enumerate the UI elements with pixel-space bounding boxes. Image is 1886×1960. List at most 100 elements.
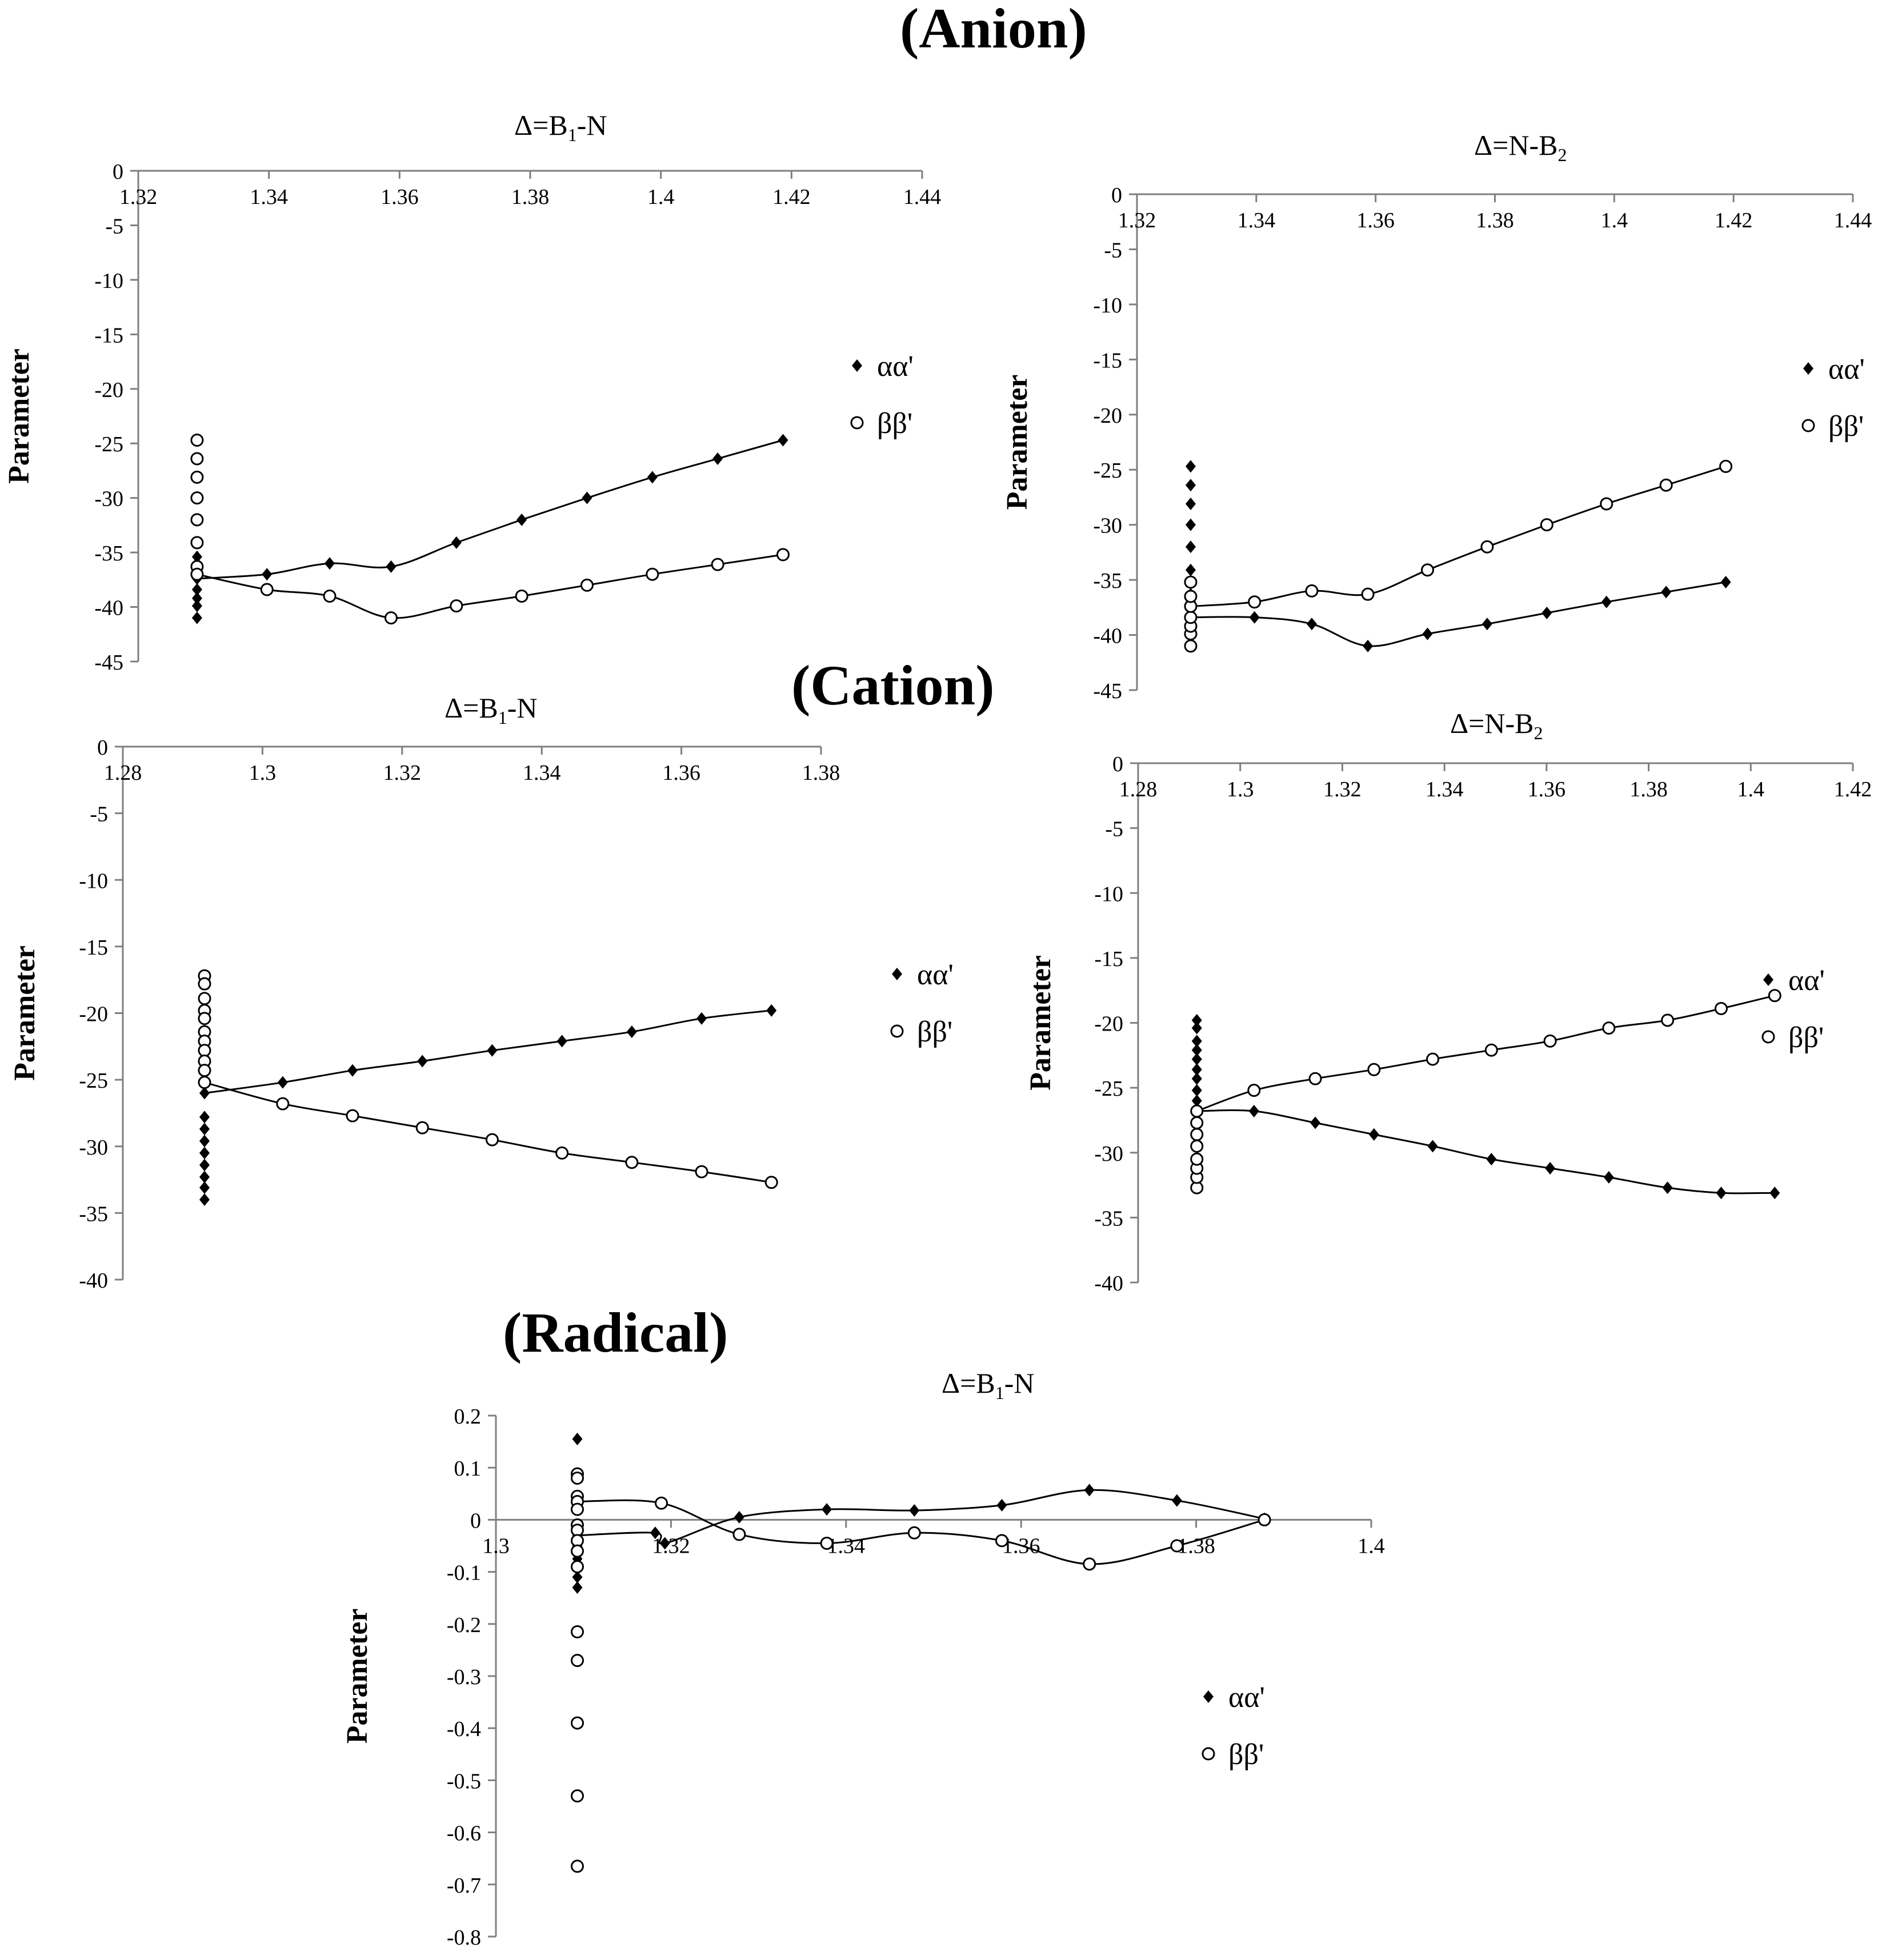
series-alpha bbox=[199, 1004, 777, 1207]
chart-title-cation-nb2: Δ=N-B2 bbox=[1450, 707, 1543, 743]
data-point bbox=[1184, 639, 1198, 653]
data-point bbox=[711, 558, 724, 571]
data-point bbox=[766, 1004, 777, 1017]
y-tick-label: -0.3 bbox=[447, 1665, 481, 1689]
data-point bbox=[191, 599, 202, 612]
data-point bbox=[1190, 1116, 1204, 1129]
x-tick-label: 1.4 bbox=[1601, 209, 1628, 233]
y-tick-label: -5 bbox=[90, 803, 108, 827]
y-tick-label: 0 bbox=[97, 736, 108, 760]
data-point bbox=[515, 589, 528, 603]
trend-line bbox=[204, 1081, 772, 1184]
data-point bbox=[570, 1471, 584, 1485]
y-tick-label: 0 bbox=[113, 160, 123, 184]
y-tick-label: -25 bbox=[94, 432, 123, 456]
data-point bbox=[712, 452, 723, 465]
data-point bbox=[696, 1012, 707, 1025]
x-tick-label: 1.32 bbox=[652, 1534, 690, 1558]
data-point bbox=[198, 1012, 211, 1025]
data-point bbox=[822, 1503, 832, 1516]
data-point bbox=[276, 1097, 290, 1111]
data-point bbox=[199, 1181, 210, 1195]
y-tick-label: -40 bbox=[94, 596, 123, 620]
y-tick-label: -35 bbox=[79, 1202, 108, 1226]
data-point bbox=[1602, 1021, 1616, 1035]
y-tick-label: -0.2 bbox=[447, 1613, 481, 1637]
data-point bbox=[570, 1859, 584, 1873]
y-tick-label: -30 bbox=[1094, 1142, 1123, 1166]
y-tick-label: -45 bbox=[94, 651, 123, 675]
data-point bbox=[655, 1496, 668, 1510]
y-tick-label: -0.4 bbox=[447, 1717, 481, 1741]
legend-label: αα' bbox=[1228, 1681, 1265, 1714]
data-point bbox=[1305, 584, 1319, 598]
y-axis-label: Parameter bbox=[1001, 375, 1034, 510]
y-tick-label: -30 bbox=[1093, 514, 1122, 538]
data-point bbox=[1191, 1094, 1202, 1107]
y-tick-label: -20 bbox=[1094, 1012, 1123, 1036]
data-point bbox=[572, 1433, 583, 1446]
y-tick-label: -5 bbox=[1105, 817, 1123, 841]
trend-line bbox=[204, 1009, 772, 1094]
data-point bbox=[1184, 575, 1198, 589]
data-point bbox=[659, 1537, 670, 1550]
data-point bbox=[1368, 1128, 1379, 1141]
data-point bbox=[1185, 540, 1196, 554]
data-point bbox=[190, 433, 204, 447]
data-point bbox=[1363, 639, 1374, 652]
y-tick-label: -10 bbox=[79, 869, 108, 893]
data-point bbox=[1719, 459, 1733, 473]
data-point bbox=[734, 1510, 744, 1524]
data-point bbox=[1190, 1128, 1204, 1141]
y-axis-label: Parameter bbox=[1024, 955, 1057, 1091]
data-point bbox=[555, 1146, 569, 1160]
data-point bbox=[570, 1789, 584, 1803]
data-point bbox=[1716, 1187, 1727, 1200]
data-point bbox=[1659, 478, 1673, 492]
data-point bbox=[1191, 1013, 1202, 1027]
data-point bbox=[572, 1570, 583, 1584]
data-point bbox=[191, 611, 202, 624]
series-alpha bbox=[191, 434, 788, 624]
x-tick-label: 1.34 bbox=[523, 761, 561, 785]
data-point bbox=[1184, 611, 1198, 624]
data-point bbox=[1190, 1104, 1204, 1118]
data-point bbox=[572, 1581, 583, 1594]
data-point bbox=[198, 977, 211, 991]
data-point bbox=[1486, 1153, 1497, 1166]
legend-label: ββ' bbox=[1788, 1021, 1824, 1054]
y-tick-label: -40 bbox=[1093, 624, 1122, 648]
data-point bbox=[198, 1044, 211, 1057]
data-point bbox=[451, 536, 462, 549]
x-tick-label: 1.42 bbox=[1834, 777, 1872, 801]
y-tick-label: 0 bbox=[1112, 752, 1123, 776]
data-point bbox=[190, 513, 204, 527]
data-point bbox=[516, 513, 527, 526]
series-beta bbox=[570, 1467, 1271, 1873]
data-point bbox=[277, 1076, 288, 1089]
y-tick-label: -45 bbox=[1093, 679, 1122, 703]
y-tick-label: -30 bbox=[94, 487, 123, 511]
data-point bbox=[1191, 1063, 1202, 1076]
y-axis-label: Parameter bbox=[9, 945, 41, 1081]
x-tick-label: 1.34 bbox=[827, 1534, 866, 1558]
data-point bbox=[1601, 595, 1612, 608]
x-tick-label: 1.32 bbox=[383, 761, 422, 785]
data-point bbox=[1083, 1557, 1096, 1571]
data-point bbox=[190, 470, 204, 484]
x-tick-label: 1.4 bbox=[647, 185, 675, 209]
data-point bbox=[1191, 1021, 1202, 1035]
x-tick-label: 1.38 bbox=[1476, 209, 1514, 233]
legend-label: αα' bbox=[877, 350, 914, 383]
y-tick-label: -15 bbox=[1093, 348, 1122, 372]
data-point bbox=[190, 491, 204, 505]
data-point bbox=[191, 550, 202, 563]
series-beta bbox=[198, 969, 778, 1189]
data-point bbox=[570, 1560, 584, 1573]
legend-label: αα' bbox=[1788, 964, 1825, 997]
x-tick-label: 1.4 bbox=[1737, 777, 1765, 801]
data-point bbox=[764, 1176, 778, 1189]
series-beta bbox=[190, 433, 790, 625]
series-alpha bbox=[1191, 1013, 1780, 1200]
